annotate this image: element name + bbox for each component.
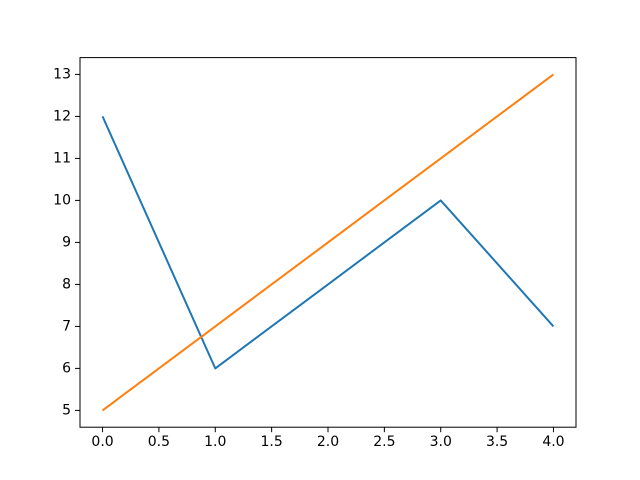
y-tick-label: 13 [53,66,71,82]
series-line-2 [101,73,555,412]
series-line-1 [101,115,555,370]
y-tick-label: 5 [62,402,71,418]
x-tick-label: 1.5 [261,434,283,450]
y-tick-label: 12 [53,108,71,124]
y-tick-label: 7 [62,318,71,334]
x-tick-label: 2.0 [317,434,339,450]
x-tick-label: 4.0 [542,434,564,450]
y-tick-label: 10 [53,192,71,208]
axes-frame [79,57,577,428]
y-tick-label: 11 [53,150,71,166]
y-tick-label: 8 [62,276,71,292]
x-tick-label: 3.0 [430,434,452,450]
x-tick-label: 1.0 [204,434,226,450]
x-tick-label: 3.5 [486,434,508,450]
x-tick-label: 0.0 [91,434,113,450]
y-tick-label: 6 [62,360,71,376]
x-tick-label: 2.5 [373,434,395,450]
y-tick-label: 9 [62,234,71,250]
x-tick-label: 0.5 [148,434,170,450]
